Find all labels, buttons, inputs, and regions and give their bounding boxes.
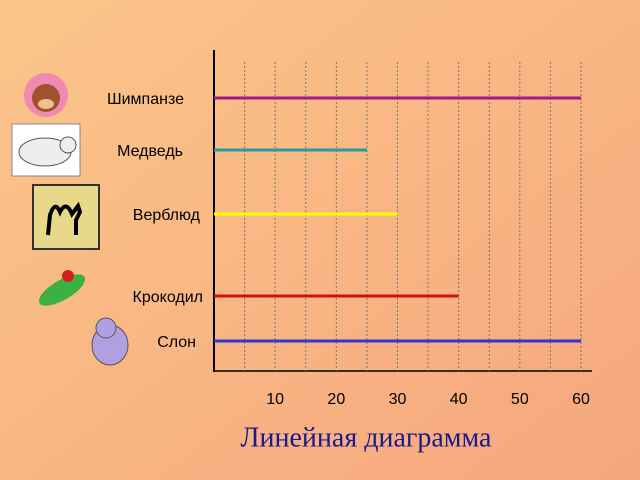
x-tick-label: 50 [511, 391, 529, 408]
x-tick-label: 60 [572, 391, 590, 408]
chart-title: Линейная диаграмма [241, 422, 492, 453]
elephant-icon [91, 317, 129, 366]
chimp-icon [24, 73, 68, 117]
category-label: Шимпанзе [107, 91, 184, 108]
x-tick-label: 40 [450, 391, 468, 408]
camel-icon [32, 184, 100, 250]
crocodile-icon [38, 270, 86, 306]
bear-icon [11, 123, 81, 177]
category-label: Слон [157, 334, 196, 351]
category-label: Медведь [117, 143, 183, 160]
x-tick-label: 20 [327, 391, 345, 408]
category-label: Верблюд [133, 207, 201, 224]
x-tick-label: 10 [266, 391, 284, 408]
x-tick-label: 30 [389, 391, 407, 408]
category-label: Крокодил [133, 289, 203, 306]
